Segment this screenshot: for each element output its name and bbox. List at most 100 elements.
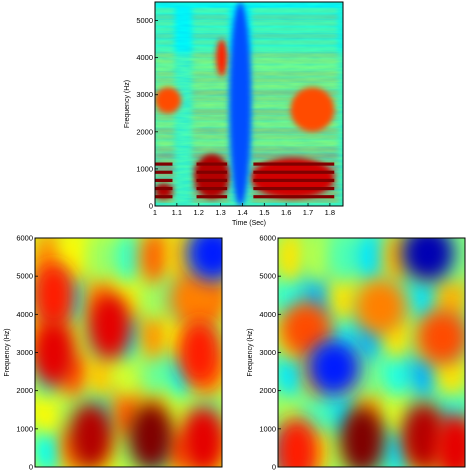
heatmap-cell	[167, 271, 221, 328]
harmonic-band	[196, 186, 228, 191]
y-tick-label: 0	[29, 463, 33, 472]
y-tick-label: 6000	[259, 234, 276, 243]
x-tick-label: 1.6	[281, 208, 291, 217]
harmonic-band	[251, 40, 339, 44]
y-tick-label: 1000	[16, 424, 33, 433]
harmonic-band	[253, 162, 335, 166]
heatmap-cell	[355, 345, 388, 398]
harmonic-band	[192, 40, 230, 44]
harmonic-band	[192, 78, 230, 82]
harmonic-band	[155, 66, 175, 70]
map-bottom-right: 0 1000 2000 3000 4000 5000 6000 Frequency (Hz)	[247, 234, 466, 472]
harmonic-band	[192, 66, 230, 70]
heatmap-cell	[112, 345, 145, 398]
heatmap-cell	[68, 402, 114, 467]
y-tick-label: 5000	[16, 272, 33, 281]
heatmap-cell	[329, 238, 361, 284]
harmonic-band	[155, 195, 173, 199]
harmonic-band	[251, 34, 339, 38]
heatmap-cell	[307, 339, 361, 396]
harmonic-band	[192, 198, 230, 202]
harmonic-band	[251, 53, 339, 57]
heatmap-cell	[186, 238, 222, 282]
harmonic-band	[155, 178, 173, 183]
harmonic-band	[155, 53, 175, 57]
heatmap-cell	[433, 413, 465, 467]
harmonic-band	[155, 47, 175, 51]
heatmap-cell	[354, 278, 408, 335]
harmonic-band	[192, 21, 230, 25]
harmonic-band	[251, 147, 339, 151]
harmonic-band	[192, 97, 230, 101]
heatmap-cell	[279, 301, 333, 358]
spectrogram-top-x-axis-label: Time (Sec)	[232, 220, 266, 227]
heatmap-cell	[180, 406, 222, 467]
spectrogram-top-y-axis-label: Frequency (Hz)	[124, 80, 131, 128]
harmonic-band	[192, 103, 230, 107]
heatmap-cell	[339, 406, 385, 467]
heatmap-cell	[278, 345, 307, 398]
harmonic-band	[251, 154, 339, 158]
map-bottom-left-y-ticks: 0 1000 2000 3000 4000 5000 6000	[16, 234, 38, 472]
harmonic-band	[192, 15, 230, 19]
heatmap-cell	[229, 2, 252, 206]
heatmap-cell	[355, 238, 388, 284]
harmonic-band	[192, 135, 230, 139]
y-tick-label: 0	[149, 202, 153, 211]
harmonic-band	[251, 47, 339, 51]
harmonic-band	[192, 28, 230, 32]
harmonic-band	[251, 141, 339, 145]
spectrogram-top-x-ticks: 1 1.1 1.2 1.3 1.4 1.5 1.6 1.7 1.8	[153, 203, 335, 217]
heatmap-cell	[409, 269, 441, 322]
heatmap-cell	[112, 238, 145, 284]
harmonic-band	[155, 147, 175, 151]
harmonic-band	[155, 40, 175, 44]
harmonic-band	[253, 195, 335, 199]
x-tick-label: 1.8	[325, 208, 335, 217]
x-tick-label: 1.2	[194, 208, 204, 217]
harmonic-band	[251, 122, 339, 126]
harmonic-band	[192, 147, 230, 151]
y-tick-label: 0	[272, 463, 276, 472]
harmonic-band	[155, 78, 175, 82]
heatmap-cell	[302, 238, 334, 284]
harmonic-band	[192, 116, 230, 120]
harmonic-band	[192, 141, 230, 145]
y-tick-label: 2000	[259, 386, 276, 395]
heatmap-cell	[436, 269, 465, 322]
harmonic-band	[192, 110, 230, 114]
harmonic-band	[192, 34, 230, 38]
harmonic-band	[155, 116, 175, 120]
heatmap-cell	[35, 261, 77, 330]
harmonic-band	[251, 21, 339, 25]
heatmap-cell	[86, 238, 118, 284]
y-tick-label: 3000	[136, 90, 153, 99]
harmonic-band	[196, 178, 228, 183]
y-tick-label: 5000	[259, 272, 276, 281]
harmonic-band	[155, 28, 175, 32]
y-tick-label: 6000	[16, 234, 33, 243]
harmonic-band	[155, 15, 175, 19]
map-bottom-left-y-axis-label: Frequency (Hz)	[4, 328, 11, 376]
heatmap-cell	[194, 154, 230, 199]
harmonic-band	[192, 59, 230, 63]
harmonic-band	[251, 9, 339, 13]
harmonic-band	[251, 59, 339, 63]
heatmap-cell	[216, 39, 228, 77]
y-tick-label: 3000	[16, 348, 33, 357]
heatmap-cell	[155, 87, 182, 114]
y-tick-label: 5000	[136, 16, 153, 25]
spectrogram-top-plot	[155, 2, 343, 206]
harmonic-band	[251, 198, 339, 202]
harmonic-band	[155, 160, 175, 164]
harmonic-band	[253, 178, 335, 183]
harmonic-band	[155, 9, 175, 13]
harmonic-band	[155, 162, 173, 166]
harmonic-band	[196, 170, 228, 174]
harmonic-band	[192, 9, 230, 13]
harmonic-band	[192, 84, 230, 88]
spectrogram-top-frame	[154, 1, 344, 207]
y-tick-label: 2000	[16, 386, 33, 395]
harmonic-band	[155, 141, 175, 145]
